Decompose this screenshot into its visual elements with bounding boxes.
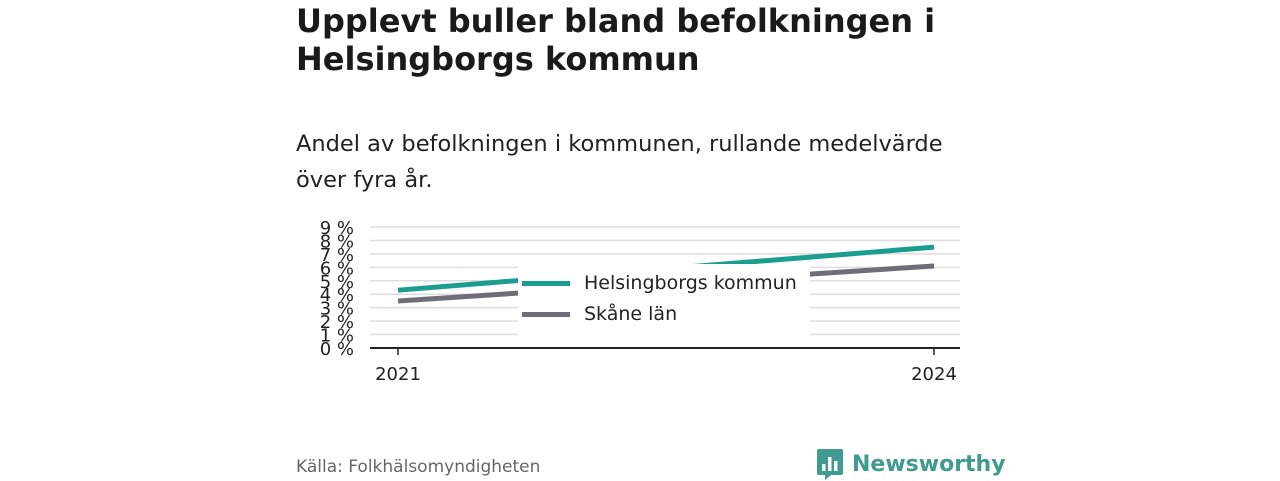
y-tick-label: 0 % bbox=[320, 339, 354, 360]
y-tick-label: 3 % bbox=[320, 299, 354, 320]
y-tick-label: 6 % bbox=[320, 258, 354, 279]
chart-legend: Helsingborgs kommun Skåne län bbox=[518, 264, 810, 336]
y-tick-label: 8 % bbox=[320, 231, 354, 252]
source-note: Källa: Folkhälsomyndigheten bbox=[296, 457, 541, 477]
brand-name: Newsworthy bbox=[852, 451, 1006, 477]
legend-swatch bbox=[522, 280, 570, 286]
chart-subtitle: Andel av befolkningen i kommunen, rullan… bbox=[296, 131, 943, 193]
chart-card: Upplevt buller bland befolkningen i Hels… bbox=[296, 0, 1006, 480]
legend-swatch bbox=[522, 311, 570, 317]
legend-label: Skåne län bbox=[584, 303, 678, 325]
x-tick-label: 2021 bbox=[375, 364, 421, 385]
newsworthy-logo-icon bbox=[817, 449, 843, 480]
y-tick-label: 7 % bbox=[320, 245, 354, 266]
chart-title: Upplevt buller bland befolkningen i Hels… bbox=[296, 2, 936, 78]
x-tick-label: 2024 bbox=[911, 364, 957, 385]
brand-logo: Newsworthy bbox=[815, 447, 1006, 481]
y-tick-label: 9 % bbox=[320, 218, 354, 239]
y-tick-label: 1 % bbox=[320, 326, 354, 347]
line-chart: 0 %1 %2 %3 %4 %5 %6 %7 %8 %9 % 2021 2024 bbox=[320, 218, 960, 385]
legend-item: Skåne län bbox=[522, 300, 677, 328]
legend-item: Helsingborgs kommun bbox=[522, 269, 797, 297]
legend-label: Helsingborgs kommun bbox=[584, 272, 797, 294]
y-tick-label: 5 % bbox=[320, 272, 354, 293]
y-tick-label: 4 % bbox=[320, 285, 354, 306]
y-tick-label: 2 % bbox=[320, 312, 354, 333]
